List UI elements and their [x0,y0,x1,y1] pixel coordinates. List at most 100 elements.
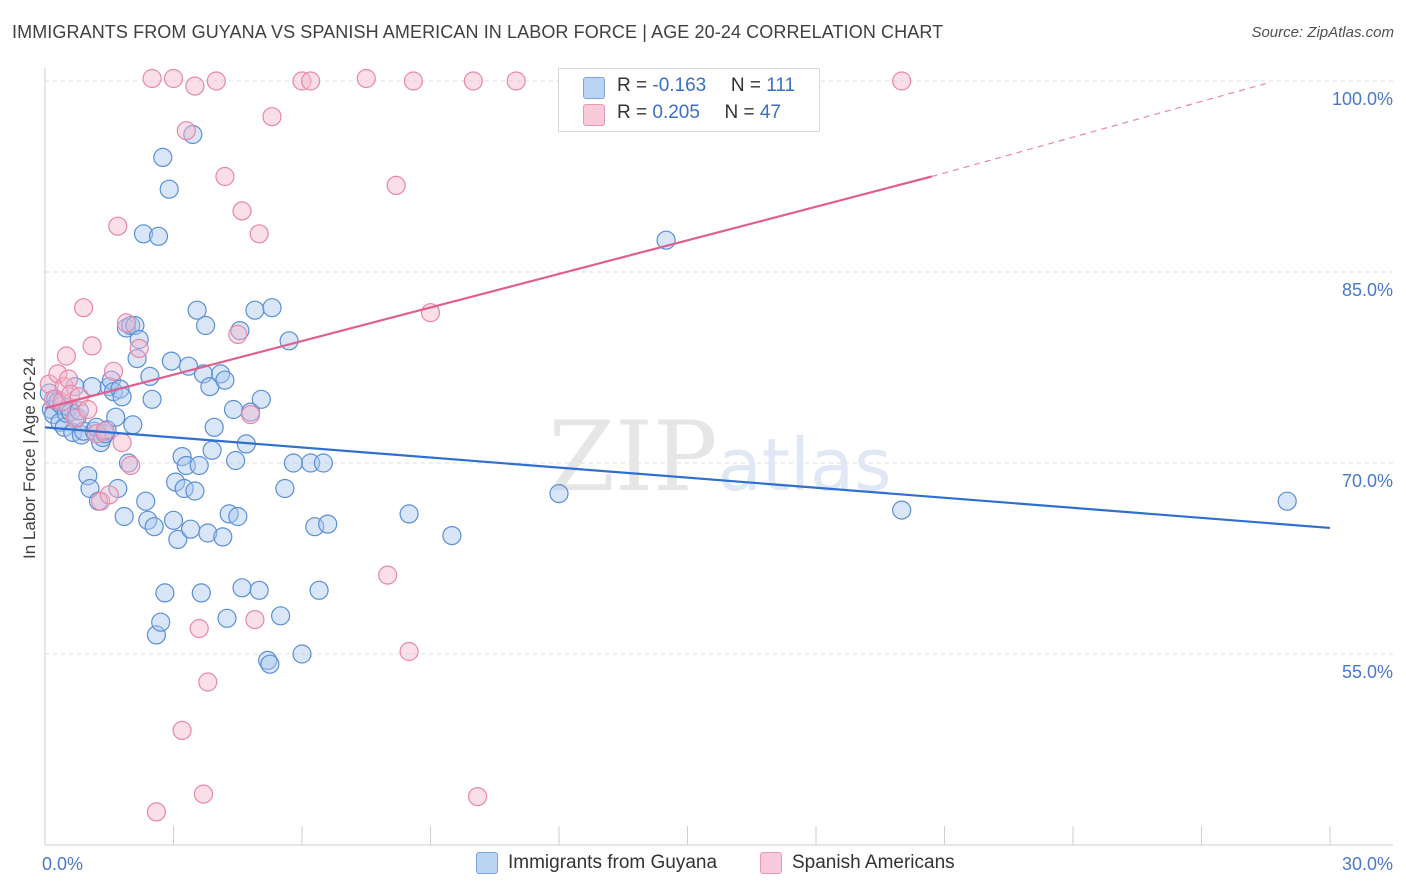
x-tick-labels: 0.0% 30.0% [42,854,1393,874]
data-point [73,298,94,318]
legend-r-label: R = [617,75,653,96]
data-point [176,121,196,141]
data-point [260,654,280,674]
data-point [196,315,216,336]
source-label: Source: ZipAtlas.com [1251,24,1394,41]
data-point [262,298,282,318]
data-point [228,506,248,527]
data-point [185,481,205,501]
data-point [232,578,252,598]
data-point [892,71,912,91]
data-point [309,580,329,600]
data-point [249,580,269,600]
data-point [155,583,175,603]
data-point [123,415,143,435]
data-point [1277,491,1297,511]
data-point [121,455,141,476]
y-axis-label: In Labor Force | Age 20-24 [20,357,39,559]
series-guyana-points [39,124,1297,674]
series-spanish-points [39,68,912,822]
data-point [159,179,179,199]
data-point [82,336,102,356]
data-point [136,491,156,511]
data-point [275,478,295,499]
data-point [318,514,338,534]
data-point [118,453,139,473]
data-point [151,612,171,632]
data-point [271,606,291,626]
data-point [144,517,164,537]
data-point [213,527,233,547]
data-point [313,453,333,473]
bottom-legend-label: Immigrants from Guyana [508,852,718,873]
trend-line-spanish-extension [931,82,1266,178]
data-point [108,216,128,236]
data-point [399,641,419,662]
bottom-legend-swatch-pink [760,852,782,874]
data-point [198,523,218,543]
data-point [442,525,462,546]
data-point [146,802,166,822]
watermark-zip: ZIP [548,401,717,513]
data-point [463,71,483,91]
data-point [386,175,406,195]
trend-line-guyana [44,426,1331,530]
data-point [217,608,237,628]
data-point [468,786,488,807]
data-point [241,405,261,425]
data-point [198,672,218,692]
data-point [245,609,265,630]
legend-swatch-pink [583,104,605,126]
data-point [262,107,282,127]
watermark-atlas: atlas [718,423,892,507]
legend-n-value: 47 [759,102,781,123]
x-tick-label: 30.0% [1342,854,1393,874]
data-point [181,519,201,539]
bottom-legend-label: Spanish Americans [792,852,955,873]
chart-title: IMMIGRANTS FROM GUYANA VS SPANISH AMERIC… [12,22,944,42]
watermark: ZIPatlas [548,401,891,513]
data-point [114,506,134,527]
y-tick-labels: 55.0% 70.0% 85.0% 100.0% [1332,89,1393,682]
data-point [106,407,126,427]
data-point [549,484,569,504]
data-point [148,226,169,246]
data-point [153,147,173,167]
data-point [58,369,79,389]
data-point [172,720,192,741]
data-point [185,76,205,96]
data-point [202,440,222,460]
data-point [99,485,119,505]
data-point [142,68,162,89]
data-point [206,71,226,91]
grid-lines [45,80,1393,655]
trend-line-spanish [44,175,932,410]
legend-n-label: N = [730,75,767,96]
correlation-legend: R = -0.163 N = 111 R = 0.205 N = 47 [558,68,820,132]
y-tick-label: 70.0% [1342,471,1393,491]
data-point [163,68,184,89]
data-point [399,504,419,524]
data-point [193,364,214,384]
legend-swatch-blue [583,77,605,99]
data-point [146,625,166,645]
data-point [103,361,124,381]
bottom-legend-swatch-blue [476,852,498,874]
data-point [245,300,265,320]
data-point [191,583,211,603]
data-point [228,324,248,344]
y-tick-label: 100.0% [1332,89,1393,109]
data-point [223,399,244,420]
data-point [283,453,303,473]
data-point [215,370,235,390]
data-point [142,389,162,409]
legend-n-value: 111 [766,75,796,96]
legend-r-value: -0.163 [652,75,707,96]
data-point [189,618,209,639]
data-point [161,351,181,371]
data-point [48,364,68,384]
data-point [163,510,184,530]
data-point [204,417,224,437]
data-point [506,71,526,91]
